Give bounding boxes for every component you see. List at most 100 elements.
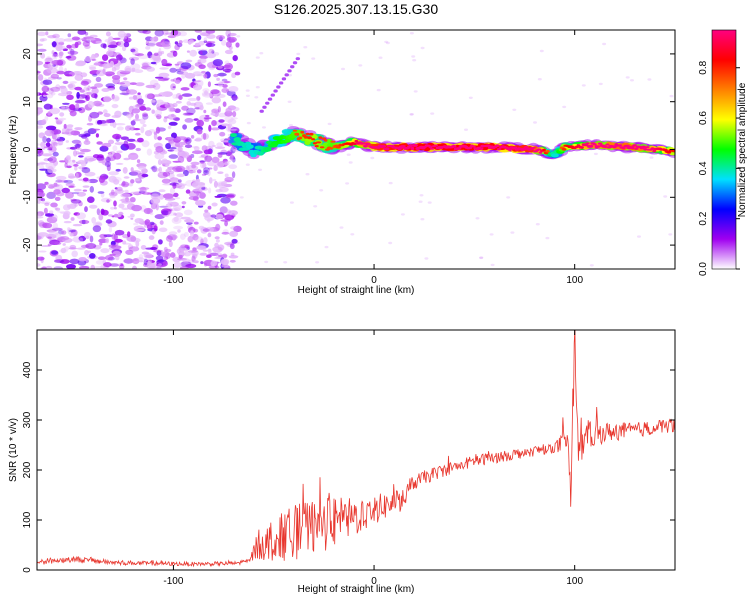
noise-blob <box>106 50 114 57</box>
noise-blob <box>40 198 46 202</box>
noise-blob <box>193 221 199 225</box>
noise-blob <box>91 217 97 224</box>
signal-blob <box>321 137 326 140</box>
noise-blob <box>222 158 228 163</box>
noise-blob <box>205 226 214 233</box>
noise-blob <box>175 165 186 172</box>
noise-blob <box>232 96 239 101</box>
noise-blob <box>287 100 292 104</box>
noise-blob <box>142 112 148 117</box>
noise-blob <box>59 112 65 117</box>
noise-blob <box>207 205 212 210</box>
signal-blob <box>400 145 406 147</box>
noise-blob <box>203 170 210 175</box>
noise-blob <box>128 96 134 100</box>
noise-blob <box>145 84 156 89</box>
noise-blob <box>66 44 72 49</box>
noise-blob <box>191 164 197 169</box>
signal-blob <box>617 144 623 147</box>
noise-blob <box>116 150 123 154</box>
noise-blob <box>311 57 316 60</box>
noise-blob <box>216 77 221 82</box>
noise-blob <box>138 254 144 260</box>
noise-blob <box>245 163 250 166</box>
noise-blob <box>52 151 59 157</box>
noise-blob <box>184 244 190 249</box>
noise-blob <box>214 242 219 248</box>
noise-blob <box>202 249 209 252</box>
noise-blob <box>132 118 141 122</box>
noise-blob <box>145 40 149 46</box>
noise-blob <box>140 245 147 250</box>
signal-blob <box>298 136 303 140</box>
noise-blob <box>131 105 139 110</box>
noise-blob <box>211 202 218 207</box>
noise-blob <box>67 50 79 55</box>
noise-blob <box>115 168 121 172</box>
noise-blob <box>177 71 189 75</box>
noise-blob <box>41 85 50 93</box>
signal-blob <box>414 143 418 147</box>
noise-blob <box>112 133 122 140</box>
noise-blob <box>45 142 51 147</box>
noise-blob <box>69 244 77 249</box>
noise-blob <box>185 138 190 142</box>
noise-blob <box>427 201 432 204</box>
noise-blob <box>209 252 219 256</box>
noise-blob <box>105 119 111 124</box>
noise-blob <box>229 230 239 237</box>
signal-blob <box>311 138 315 141</box>
noise-blob <box>84 171 96 177</box>
signal-blob <box>551 153 559 158</box>
streak-blob <box>295 57 301 61</box>
noise-blob <box>81 219 86 225</box>
noise-blob <box>54 38 66 43</box>
noise-blob <box>168 121 178 126</box>
noise-blob <box>539 49 544 53</box>
noise-blob <box>116 186 123 192</box>
noise-blob <box>207 169 211 177</box>
streak-blob <box>281 77 287 81</box>
signal-blob <box>605 143 610 146</box>
noise-blob <box>207 248 212 252</box>
noise-blob <box>92 225 102 233</box>
noise-blob <box>206 254 212 258</box>
noise-blob <box>424 257 429 260</box>
noise-blob <box>98 176 105 183</box>
noise-blob <box>345 182 350 185</box>
spectrogram-heatmap <box>37 30 675 269</box>
noise-blob <box>178 40 183 44</box>
noise-blob <box>190 161 200 166</box>
noise-blob <box>105 238 110 244</box>
noise-blob <box>157 171 168 179</box>
noise-blob <box>341 67 345 71</box>
noise-blob <box>176 136 187 141</box>
noise-blob <box>180 248 189 252</box>
noise-blob <box>111 95 120 102</box>
signal-blob <box>294 132 300 136</box>
noise-blob <box>208 167 213 170</box>
signal-blob <box>588 144 594 148</box>
signal-blob <box>300 130 305 134</box>
noise-blob <box>133 128 141 131</box>
noise-blob <box>411 55 416 58</box>
noise-blob <box>152 82 161 90</box>
noise-blob <box>192 71 202 77</box>
noise-blob <box>93 62 101 66</box>
noise-blob <box>37 92 40 96</box>
noise-blob <box>162 77 170 80</box>
noise-blob <box>158 239 163 245</box>
noise-blob <box>185 263 197 269</box>
noise-blob <box>211 144 216 148</box>
signal-blob <box>428 145 433 149</box>
noise-blob <box>157 159 162 166</box>
noise-blob <box>47 63 54 68</box>
noise-blob <box>130 120 136 126</box>
noise-blob <box>165 32 175 35</box>
streak-blob <box>262 105 267 109</box>
noise-blob <box>153 249 164 253</box>
noise-blob <box>385 41 390 45</box>
noise-blob <box>82 185 90 188</box>
noise-blob <box>180 266 189 269</box>
noise-blob <box>223 161 230 166</box>
